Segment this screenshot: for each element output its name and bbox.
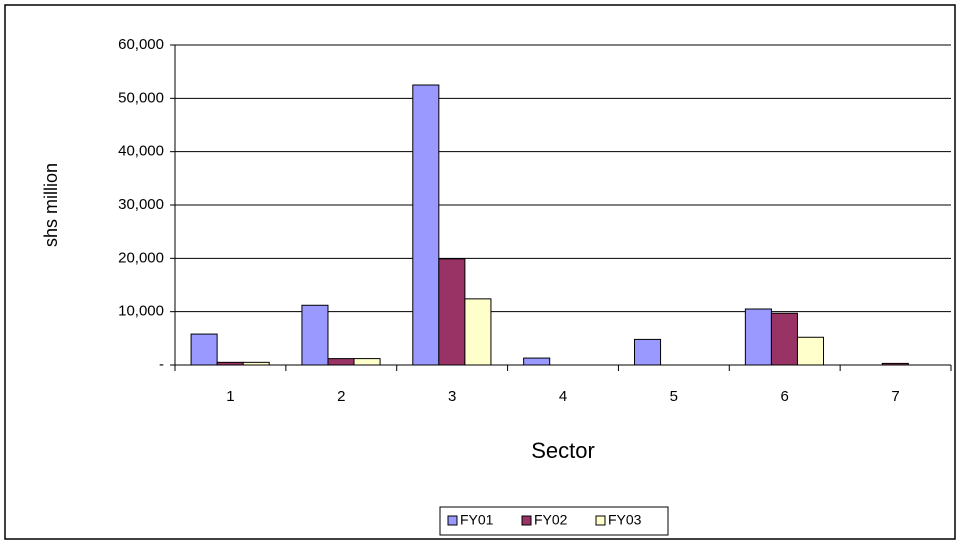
x-tick-label: 5 [670, 388, 678, 405]
legend-label: FY01 [460, 512, 494, 528]
bar [438, 258, 466, 366]
legend-swatch [595, 515, 606, 526]
bar [634, 338, 662, 366]
y-tick-label: 20,000 [118, 249, 164, 266]
bar [523, 357, 551, 366]
y-tick-label: - [159, 356, 164, 373]
bar [770, 312, 798, 366]
x-tick-label: 2 [337, 388, 345, 405]
bar [412, 84, 440, 366]
x-axis-label: Sector [531, 438, 595, 463]
y-tick-label: 10,000 [118, 303, 164, 320]
x-tick-label: 3 [448, 388, 456, 405]
y-axis-label: shs million [41, 163, 61, 247]
y-tick-label: 50,000 [118, 89, 164, 106]
y-tick-label: 30,000 [118, 196, 164, 213]
x-tick-label: 7 [891, 388, 899, 405]
legend-label: FY02 [534, 512, 568, 528]
bar [327, 358, 355, 366]
legend-box [439, 506, 669, 536]
x-tick-label: 6 [781, 388, 789, 405]
bar [190, 333, 218, 366]
y-tick-label: 40,000 [118, 143, 164, 160]
legend-swatch [521, 515, 532, 526]
bar [353, 358, 381, 366]
bar [464, 298, 492, 366]
x-tick-label: 1 [226, 388, 234, 405]
y-tick-label: 60,000 [118, 36, 164, 53]
bar [796, 336, 825, 366]
legend-swatch [447, 515, 458, 526]
legend-label: FY03 [608, 512, 642, 528]
bar [301, 304, 329, 366]
chart-frame [4, 4, 956, 540]
bar [744, 308, 772, 366]
x-tick-label: 4 [559, 388, 567, 405]
